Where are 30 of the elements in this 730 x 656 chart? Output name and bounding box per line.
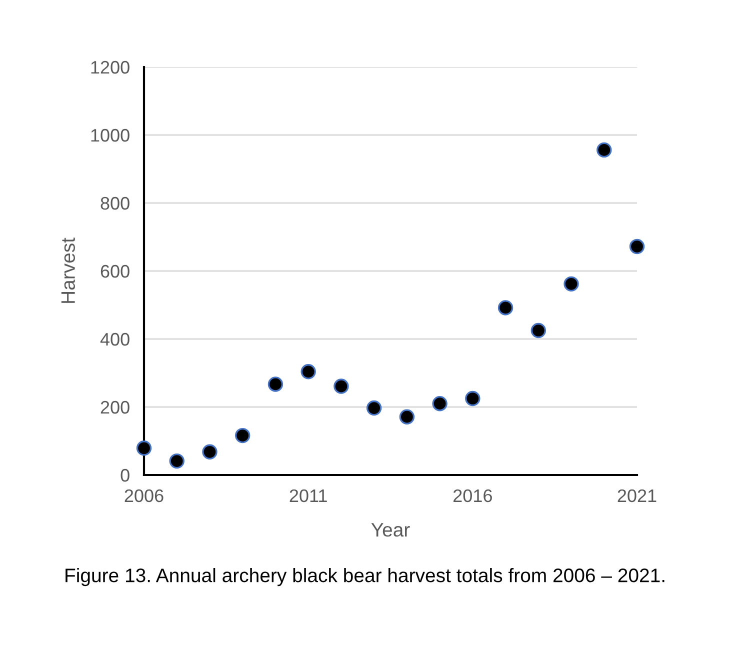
x-tick-label: 2016 xyxy=(453,489,492,502)
point xyxy=(169,453,184,469)
y-tick-label: 800 xyxy=(100,196,130,210)
x-tick-label: 2011 xyxy=(290,489,327,502)
point xyxy=(234,428,250,444)
point xyxy=(136,440,152,456)
point xyxy=(530,322,546,338)
x-tick-label: 2006 xyxy=(124,489,164,502)
caption: Figure 13. Annual archery black bear harvest totals from 2006 – 2021. xyxy=(66,568,664,586)
point xyxy=(334,378,349,394)
point xyxy=(596,142,612,158)
y-axis-title: Harvest xyxy=(61,238,75,303)
y-tick-label: 1200 xyxy=(91,60,130,74)
x-axis-title: Year xyxy=(371,523,410,537)
y-tick-label: 200 xyxy=(100,400,130,414)
y-tick-label: 1000 xyxy=(91,128,130,142)
x-tick-label: 2021 xyxy=(618,489,656,502)
point xyxy=(202,444,218,460)
point xyxy=(399,409,415,424)
point xyxy=(564,276,579,292)
point xyxy=(432,396,448,412)
point xyxy=(300,364,316,380)
y-tick-label: 400 xyxy=(100,332,130,346)
point xyxy=(268,376,284,392)
y-tick-label: 0 xyxy=(120,468,130,482)
point xyxy=(465,390,480,406)
point xyxy=(366,400,382,416)
y-tick-label: 600 xyxy=(100,264,130,278)
point xyxy=(629,238,645,254)
point xyxy=(498,300,514,316)
